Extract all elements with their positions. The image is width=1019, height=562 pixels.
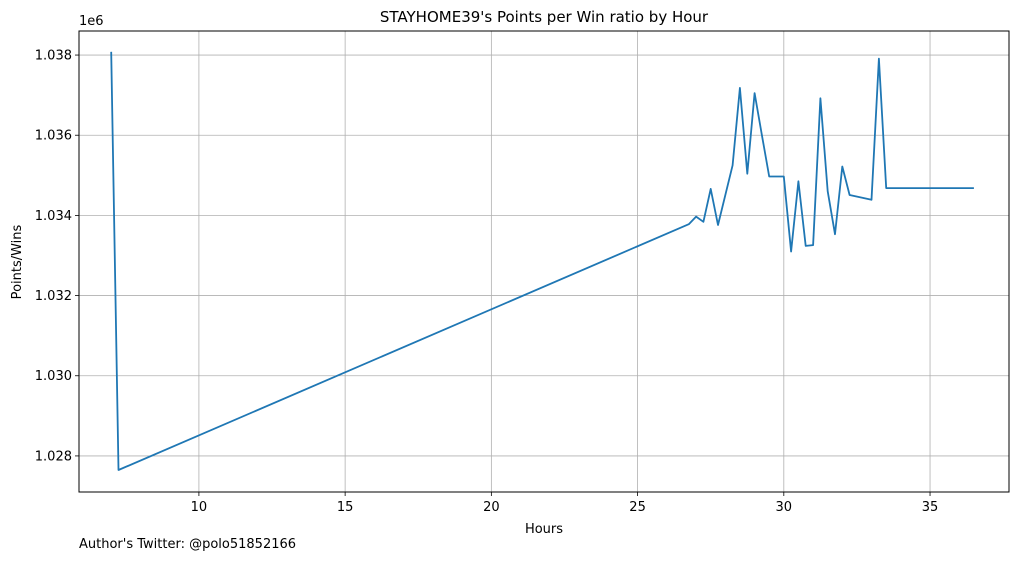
y-tick-label: 1.034: [35, 209, 72, 224]
plot-frame: [78, 30, 1010, 493]
grid-layer: [79, 31, 1009, 492]
series-line: [110, 51, 974, 471]
y-offset-label: 1e6: [79, 14, 104, 29]
x-tick-label: 15: [337, 500, 354, 515]
x-tick-label: 25: [629, 500, 646, 515]
ticks-layer: 10 15 20 25 30 35 1.028 1.030 1.032 1.034 1.036 1.0…: [35, 49, 939, 515]
y-axis-label: Points/Wins: [10, 224, 25, 299]
x-tick-label: 35: [922, 500, 939, 515]
chart-title: STAYHOME39's Points per Win ratio by Hou…: [380, 8, 709, 26]
author-twitter-caption: Author's Twitter: @polo51852166: [79, 537, 297, 552]
y-tick-label: 1.032: [35, 289, 72, 304]
x-axis-label: Hours: [525, 522, 563, 537]
x-tick-label: 20: [483, 500, 500, 515]
y-tick-label: 1.028: [35, 449, 72, 464]
y-tick-label: 1.030: [35, 369, 72, 384]
x-tick-label: 30: [776, 500, 793, 515]
y-tick-label: 1.038: [35, 49, 72, 64]
y-tick-label: 1.036: [35, 129, 72, 144]
x-tick-label: 10: [191, 500, 208, 515]
